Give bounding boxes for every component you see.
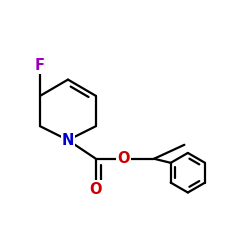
Text: N: N [62, 133, 74, 148]
Text: O: O [118, 151, 130, 166]
Text: F: F [35, 58, 45, 73]
Text: O: O [90, 182, 102, 196]
